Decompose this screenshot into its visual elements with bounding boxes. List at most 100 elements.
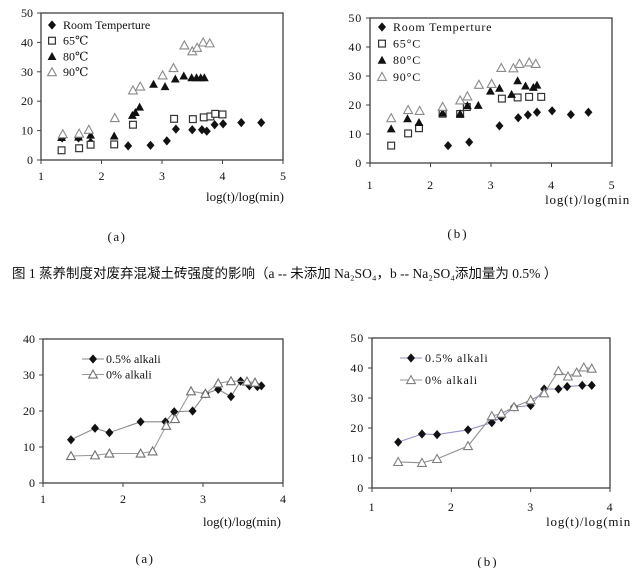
triangle-marker <box>385 112 397 123</box>
triangle-marker <box>431 453 443 464</box>
triangle-marker <box>438 108 447 117</box>
x-tick-label: 4 <box>548 178 555 192</box>
y-tick-label: 0 <box>355 156 362 170</box>
triangle-marker <box>160 420 172 430</box>
triangle-marker <box>528 82 538 91</box>
diamond-marker <box>170 407 179 417</box>
square-marker <box>218 110 227 119</box>
triangle-marker <box>462 90 473 101</box>
series-80-c <box>386 76 542 133</box>
y-tick-label: 10 <box>348 127 362 141</box>
diamond-marker <box>188 125 197 135</box>
legend-label: 0.5% alkali <box>106 352 161 366</box>
triangle-marker <box>405 374 417 385</box>
triangle-marker <box>47 52 57 60</box>
triangle-marker <box>249 377 261 387</box>
diamond-marker <box>444 141 453 151</box>
diamond-marker <box>188 406 197 416</box>
triangle-marker <box>530 58 542 68</box>
triangle-marker <box>83 124 95 134</box>
diamond-marker <box>463 425 472 435</box>
legend-item-80-c: 80°C <box>377 53 420 67</box>
square-marker <box>387 141 396 150</box>
diamond-marker <box>563 382 572 392</box>
diamond-marker <box>136 417 145 427</box>
legend-item-0-5-alkali: 0.5% alkali <box>400 351 488 365</box>
diamond-marker <box>237 118 246 128</box>
square-marker <box>110 140 119 149</box>
chart-top_a-svg: 0 10 20 30 40 50 1 2 3 4 5 log(t)/log(min) (a) Room T… <box>21 6 286 244</box>
legend-item-0-alkali: 0% alkali <box>82 368 152 382</box>
x-axis-label: log(t)/log(min <box>546 514 631 529</box>
y-tick-label: 10 <box>350 451 364 465</box>
y-tick-label: 50 <box>350 331 364 345</box>
chart-top-left-strength-vs-logtime: 0 10 20 30 40 50 1 2 3 4 5 log(t)/log(min) (a) Room T… <box>0 0 320 250</box>
triangle-marker <box>135 102 145 111</box>
x-tick-label: 3 <box>527 500 534 514</box>
chart-sub-label: (a) <box>108 229 127 244</box>
square-marker <box>86 140 95 149</box>
figure-caption: 图 1 蒸养制度对废弃混凝土砖强度的影响（a -- 未添加 Na₂SO₄，b -… <box>12 264 632 284</box>
series-65 <box>57 109 227 155</box>
series-90-c <box>385 56 542 123</box>
diamond-marker <box>587 380 596 390</box>
square-marker <box>128 120 137 129</box>
triangle-marker <box>402 104 414 115</box>
triangle-marker <box>376 71 388 81</box>
legend-label: 90℃ <box>63 65 88 79</box>
chart-bottom-right-alkali-comparison: 0 10 20 30 40 50 1 2 3 4 log(t)/log(min (b) 0.5% alk… <box>320 310 638 568</box>
triangle-marker <box>168 62 179 73</box>
legend-label: Room Temperture <box>63 18 150 32</box>
y-tick-label: 20 <box>348 98 362 112</box>
legend-item-90: 90℃ <box>46 65 88 79</box>
triangle-marker <box>473 79 485 89</box>
legend-item-90-c: 90°C <box>376 70 420 84</box>
diamond-marker <box>219 119 228 129</box>
diamond-marker <box>407 353 415 363</box>
square-marker <box>47 36 56 45</box>
triangle-marker <box>170 74 180 83</box>
triangle-marker <box>57 128 69 139</box>
triangle-marker <box>134 80 146 91</box>
diamond-marker <box>548 106 557 116</box>
triangle-marker <box>508 401 520 412</box>
diamond-marker <box>162 136 171 146</box>
triangle-marker <box>495 83 504 92</box>
triangle-marker <box>160 82 170 91</box>
square-marker <box>188 115 197 124</box>
triangle-marker <box>586 363 598 373</box>
y-tick-label: 50 <box>348 11 362 25</box>
triangle-marker <box>169 413 181 424</box>
triangle-marker <box>73 127 85 138</box>
triangle-marker <box>507 89 516 98</box>
square-marker <box>57 146 66 155</box>
triangle-marker <box>495 62 507 73</box>
triangle-marker <box>127 84 139 95</box>
x-tick-label: 5 <box>609 178 616 192</box>
triangle-marker <box>241 375 253 386</box>
x-tick-label: 2 <box>427 178 434 192</box>
diamond-marker <box>257 118 266 128</box>
x-tick-label: 3 <box>488 178 495 192</box>
diamond-marker <box>417 429 426 439</box>
square-marker <box>377 39 386 48</box>
triangle-marker <box>135 447 146 458</box>
diamond-marker <box>91 423 99 433</box>
y-tick-label: 40 <box>21 35 33 49</box>
triangle-marker <box>147 445 158 456</box>
y-tick-label: 20 <box>23 404 35 418</box>
x-tick-label: 2 <box>99 169 105 183</box>
triangle-marker <box>514 58 525 68</box>
series-room-temperture <box>444 106 593 151</box>
triangle-marker <box>204 37 216 48</box>
triangle-marker <box>225 375 237 386</box>
diamond-marker <box>48 20 56 30</box>
legend-item-0-5-alkali: 0.5% alkali <box>82 352 161 366</box>
y-tick-label: 20 <box>21 94 33 108</box>
legend-label: 65°C <box>393 37 421 51</box>
square-marker <box>404 129 413 138</box>
x-tick-label: 1 <box>367 178 374 192</box>
legend-item-room-temperture: Room Temperture <box>48 18 150 32</box>
triangle-marker <box>130 107 140 116</box>
